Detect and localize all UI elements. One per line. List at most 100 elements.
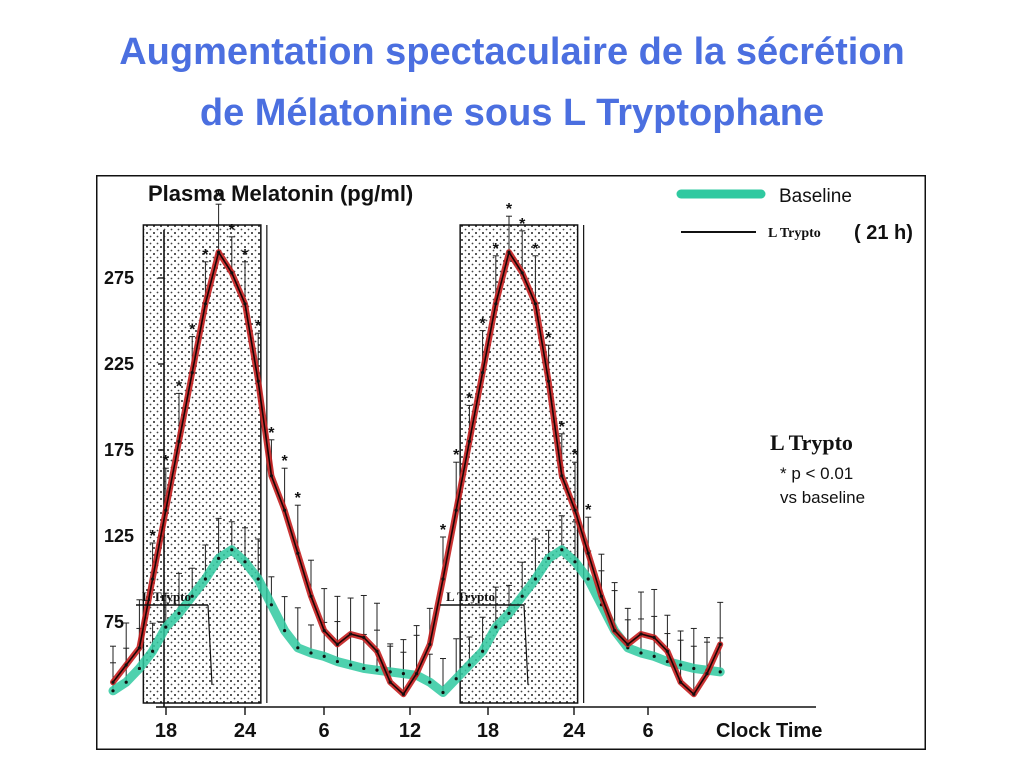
data-point-1-31 [520,271,524,275]
legend-trypto-suffix: ( 21 h) [854,222,913,244]
data-point-1-30 [507,250,511,254]
data-point-0-35 [573,560,577,564]
significance-star-3: * [149,528,156,545]
data-point-1-18 [349,632,353,636]
x-axis-label: Clock Time [716,720,822,742]
data-point-1-17 [335,642,339,646]
data-point-1-41 [652,635,656,640]
x-tick-label-4: 18 [477,720,499,742]
data-point-0-1 [124,680,128,684]
data-point-0-4 [164,625,168,629]
data-point-1-6 [190,371,194,375]
data-point-1-11 [256,379,260,383]
data-point-0-18 [349,663,353,667]
significance-star-5: * [176,378,183,395]
data-point-1-16 [322,629,326,633]
page-title-line2: de Mélatonine sous L Tryptophane [199,92,825,134]
data-point-1-26 [454,508,458,512]
data-point-1-8 [217,250,221,254]
data-point-0-15 [309,651,313,655]
data-point-1-37 [599,594,603,598]
significance-annotation: L Trypto * p < 0.01 vs baseline [770,430,865,507]
melatonin-chart: 75 125 175 225 275 18 24 6 12 18 24 6 * * * * * * * * * * * * *… [96,175,926,750]
data-point-1-23 [415,672,419,676]
data-point-0-6 [190,594,194,598]
annotation-line2: vs baseline [780,488,865,507]
data-point-1-28 [481,371,485,375]
chart-title: Plasma Melatonin (pg/ml) [148,181,413,206]
significance-star-13: * [281,453,288,470]
legend-baseline-label: Baseline [779,186,852,207]
data-point-0-30 [507,611,511,615]
significance-star-8: * [215,189,222,206]
data-point-1-22 [401,692,405,696]
significance-star-30: * [506,201,513,218]
data-point-1-3 [151,577,155,581]
data-point-0-31 [520,594,524,598]
significance-star-25: * [440,522,447,539]
data-point-0-24 [428,680,432,684]
x-tick-label-5: 24 [563,720,586,742]
data-point-0-36 [586,577,590,581]
data-point-1-0 [111,680,115,684]
significance-star-10: * [242,247,249,264]
data-point-0-43 [679,663,683,667]
data-point-1-42 [665,649,670,653]
significance-star-6: * [189,322,196,339]
dark-period-band-1 [142,224,262,704]
significance-star-36: * [585,502,592,519]
significance-star-4: * [163,453,170,470]
data-point-0-25 [441,690,445,695]
data-point-1-35 [573,508,577,512]
data-point-1-38 [613,629,617,633]
significance-star-14: * [295,490,302,507]
legend: Baseline L Trypto ( 21 h) [676,186,913,244]
data-point-0-29 [494,625,498,629]
data-point-0-27 [467,663,471,667]
y-tick-label-225: 225 [104,354,134,374]
data-point-1-29 [494,302,498,306]
page-title: Augmentation spectaculaire de la sécréti… [0,22,1024,144]
data-point-1-14 [296,551,300,555]
data-point-0-13 [283,629,287,633]
y-tick-label-75: 75 [104,612,124,632]
data-point-0-41 [652,654,656,658]
significance-star-26: * [453,447,460,464]
trypto-marker-drop-2 [523,604,529,686]
significance-star-29: * [493,241,500,258]
data-point-0-11 [256,577,260,581]
data-point-0-5 [177,611,181,615]
x-tick-label-6: 6 [642,720,653,742]
data-point-0-2 [137,666,141,671]
data-point-1-34 [560,474,564,478]
data-point-1-10 [243,302,247,306]
significance-star-27: * [466,390,473,407]
significance-star-11: * [255,318,262,335]
y-tick-label-275: 275 [104,268,134,288]
significance-star-32: * [532,241,539,258]
data-point-0-19 [362,666,366,671]
x-tick-label-1: 24 [234,720,257,742]
data-point-1-19 [362,635,366,640]
data-point-1-44 [692,692,696,696]
data-point-0-46 [718,670,722,674]
significance-star-34: * [559,419,566,436]
trypto-marker-label-2: L Trypto [446,589,495,604]
significance-star-33: * [545,330,552,347]
data-point-0-40 [639,651,643,655]
data-point-1-39 [626,642,630,646]
significance-star-35: * [572,447,579,464]
annotation-line1: * p < 0.01 [780,464,853,483]
data-point-1-24 [428,642,432,646]
data-point-1-33 [547,379,551,383]
data-point-0-10 [243,560,247,564]
significance-star-28: * [479,316,486,333]
annotation-title: L Trypto [770,430,853,455]
data-point-0-28 [481,649,485,653]
legend-trypto-label: L Trypto [768,226,821,241]
data-point-0-14 [296,646,300,650]
x-tick-label-2: 6 [318,720,329,742]
x-tick-label-3: 12 [399,720,421,742]
x-tick-label-0: 18 [155,720,177,742]
data-point-1-2 [137,646,141,650]
